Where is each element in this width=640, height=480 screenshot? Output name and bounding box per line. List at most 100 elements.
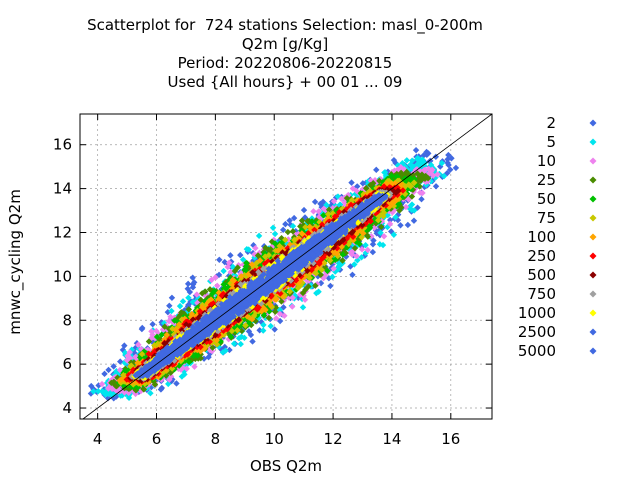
data-point [178, 373, 186, 380]
data-point [289, 222, 297, 230]
data-point [183, 361, 190, 369]
data-point [319, 198, 327, 206]
data-point [390, 231, 398, 238]
data-point [349, 271, 356, 278]
data-point [237, 340, 244, 348]
data-point [412, 146, 420, 154]
data-points [87, 146, 460, 402]
data-point [327, 282, 334, 290]
data-point [168, 294, 176, 302]
data-point [390, 156, 398, 164]
data-point [329, 273, 336, 281]
data-point [249, 338, 256, 345]
data-point [423, 151, 431, 158]
data-point [377, 229, 384, 236]
data-point [184, 280, 192, 288]
data-point [376, 241, 384, 248]
title-line-4: Used {All hours} + 00 01 ... 09 [167, 73, 403, 91]
data-point [260, 327, 267, 334]
data-point [269, 224, 277, 231]
data-point [179, 298, 187, 305]
data-point [181, 307, 188, 314]
data-point [432, 153, 440, 161]
data-point [95, 388, 102, 395]
data-point [173, 380, 180, 387]
data-point [98, 388, 106, 395]
data-point [245, 246, 252, 253]
data-point [282, 220, 289, 228]
data-point [104, 395, 112, 402]
data-point [289, 303, 296, 310]
data-point [256, 327, 263, 334]
data-point [102, 391, 109, 398]
data-point [373, 166, 380, 174]
data-point [348, 179, 355, 186]
data-point [260, 321, 267, 329]
data-point [267, 322, 274, 330]
data-point [401, 163, 409, 170]
data-point [276, 317, 284, 325]
data-point [255, 232, 263, 240]
data-point [432, 183, 440, 190]
data-point [230, 340, 238, 347]
data-point [286, 217, 293, 224]
data-point [219, 349, 227, 356]
data-point [184, 285, 191, 292]
data-point [410, 217, 418, 224]
data-point [421, 183, 428, 191]
data-point [271, 230, 279, 238]
data-point [101, 370, 108, 378]
data-point [414, 154, 421, 162]
data-point [157, 386, 165, 393]
data-point [247, 331, 255, 339]
data-point [186, 288, 194, 296]
data-point [117, 358, 124, 365]
data-point [440, 172, 448, 180]
data-point [397, 222, 404, 229]
data-point [279, 226, 287, 234]
data-point [287, 221, 294, 229]
data-point [168, 307, 175, 315]
data-point [418, 195, 425, 203]
data-point [88, 382, 95, 390]
data-point [369, 248, 377, 256]
data-point [452, 164, 460, 172]
data-point [110, 363, 117, 370]
title-line-1: Scatterplot for 724 stations Selection: … [87, 16, 483, 34]
data-point [354, 257, 361, 264]
data-point [158, 319, 165, 326]
data-point [227, 252, 234, 259]
data-point [121, 342, 128, 349]
data-point [220, 267, 227, 275]
data-point [386, 216, 394, 224]
data-point [139, 324, 146, 332]
data-point [445, 151, 452, 159]
data-point [166, 302, 173, 310]
data-point [95, 382, 102, 389]
data-point [311, 198, 319, 206]
data-point [403, 157, 411, 164]
data-point [176, 302, 184, 310]
data-point [445, 161, 452, 169]
data-point [358, 254, 365, 261]
data-point [128, 346, 135, 353]
data-point [271, 326, 278, 333]
data-point [354, 183, 361, 190]
data-point [105, 366, 112, 374]
data-point [310, 208, 317, 215]
data-point [410, 207, 418, 214]
data-point [443, 169, 451, 177]
data-point [336, 201, 344, 208]
title-line-2: Q2m [g/Kg] [241, 35, 329, 53]
chart-title: Scatterplot for 724 stations Selection: … [0, 16, 570, 92]
data-point [370, 237, 377, 244]
data-point [299, 304, 307, 311]
data-point [149, 321, 156, 328]
data-point [290, 214, 298, 222]
data-point [300, 206, 308, 214]
data-point [90, 388, 97, 395]
data-point [362, 241, 369, 249]
data-point [216, 256, 223, 263]
data-point [392, 214, 399, 221]
